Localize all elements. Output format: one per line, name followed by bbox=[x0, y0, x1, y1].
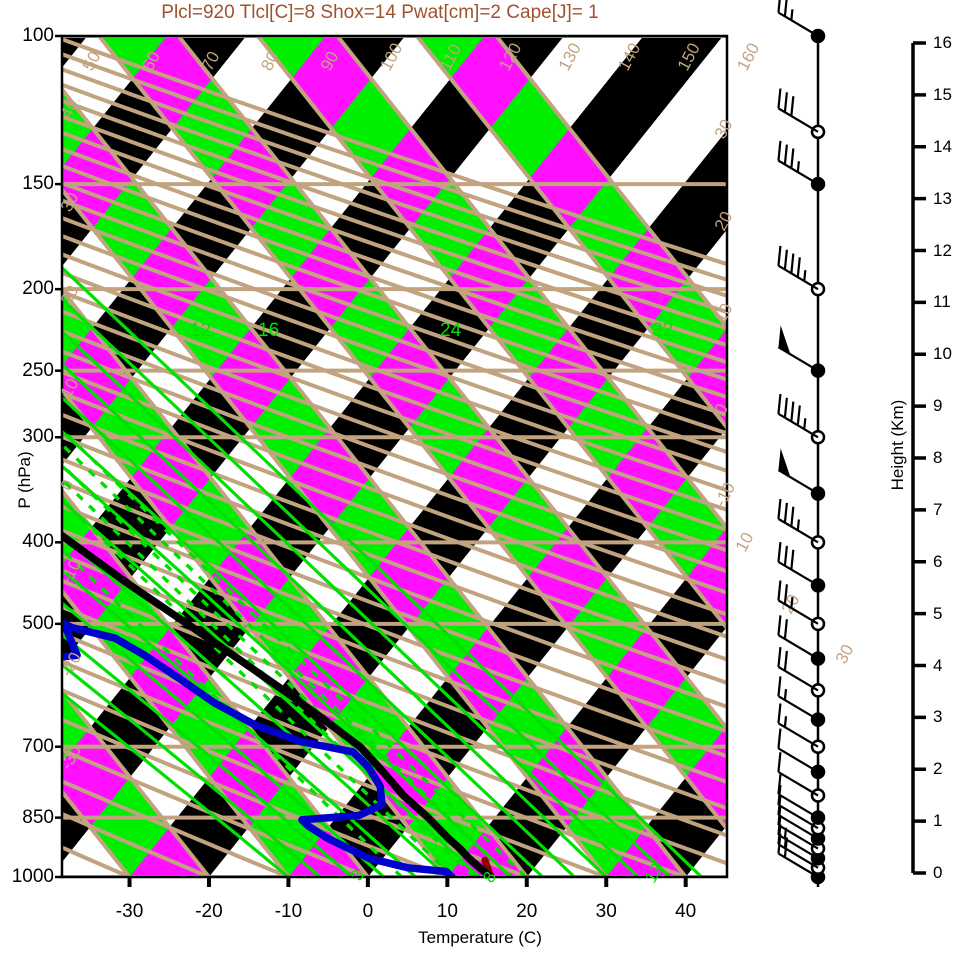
pressure-tick-label: 300 bbox=[22, 426, 54, 448]
wind-barb bbox=[777, 541, 826, 593]
height-axis-title: Height (Km) bbox=[888, 399, 907, 491]
temperature-tick-label: -20 bbox=[195, 901, 223, 922]
temperature-tick-label: 30 bbox=[595, 901, 617, 922]
temperature-tick-label: -10 bbox=[274, 901, 303, 922]
wind-barb bbox=[777, 393, 826, 445]
height-tick-label: 9 bbox=[933, 396, 943, 416]
height-tick-label: 2 bbox=[933, 759, 943, 779]
page-title: Plcl=920 Tlcl[C]=8 Shox=14 Pwat[cm]=2 Ca… bbox=[161, 2, 599, 23]
wind-barb bbox=[777, 728, 826, 780]
height-axis bbox=[911, 41, 926, 875]
pressure-tick-label: 250 bbox=[22, 359, 54, 381]
height-tick-label: 5 bbox=[933, 603, 943, 623]
height-tick-label: 13 bbox=[933, 188, 952, 208]
mixing-ratio-label: 12 bbox=[190, 320, 211, 341]
height-tick-label: 15 bbox=[933, 84, 952, 104]
wind-barb bbox=[777, 245, 826, 297]
height-tick-label: 12 bbox=[933, 240, 952, 260]
wind-barb bbox=[777, 774, 826, 825]
height-tick-label: 0 bbox=[933, 863, 943, 882]
isotherm-label-edge: 30 bbox=[832, 641, 858, 667]
height-tick-label: 11 bbox=[933, 292, 951, 312]
pressure-tick-label: 150 bbox=[22, 173, 54, 195]
temperature-tick-label: 40 bbox=[675, 901, 697, 922]
pressure-tick-label: 700 bbox=[22, 735, 54, 757]
wind-barb bbox=[777, 0, 826, 44]
temperature-tick-label: -30 bbox=[115, 901, 144, 922]
temperature-tick-label: 0 bbox=[362, 901, 374, 922]
wind-barb-column bbox=[777, 0, 826, 887]
pressure-tick-label: 200 bbox=[22, 278, 54, 300]
height-tick-label: 1 bbox=[933, 811, 943, 831]
height-tick-label: 3 bbox=[933, 707, 943, 727]
wind-barb bbox=[777, 88, 826, 140]
wind-barb bbox=[777, 325, 826, 378]
dry-adiabat-label: 160 bbox=[733, 40, 763, 74]
mixing-ratio-label: 24 bbox=[440, 320, 462, 341]
wind-barb bbox=[777, 140, 826, 192]
wind-barb bbox=[777, 676, 826, 727]
height-tick-label: 4 bbox=[933, 655, 943, 675]
wind-barb bbox=[777, 615, 826, 666]
height-tick-label: 10 bbox=[933, 344, 952, 364]
pressure-tick-label: 1000 bbox=[11, 866, 54, 887]
wind-barb bbox=[777, 752, 826, 803]
height-tick-label: 16 bbox=[933, 33, 952, 52]
temperature-tick-label: 10 bbox=[436, 901, 458, 922]
pressure-tick-label: 100 bbox=[22, 25, 54, 46]
height-tick-label: 8 bbox=[933, 448, 943, 467]
grid-layer bbox=[62, 36, 727, 877]
dewpoint-curve bbox=[62, 36, 456, 877]
temperature-tick-label: 20 bbox=[516, 901, 538, 922]
isotherm-label-edge: 10 bbox=[732, 529, 758, 555]
mixing-ratio-label: 16 bbox=[258, 320, 279, 341]
wind-barb bbox=[777, 647, 826, 698]
wind-barb bbox=[777, 814, 826, 866]
temperature-curve bbox=[62, 36, 495, 877]
mixing-ratio-label: 32 bbox=[652, 320, 673, 341]
wind-barb bbox=[777, 703, 826, 754]
pressure-tick-label: 850 bbox=[22, 806, 54, 828]
wind-barb bbox=[777, 448, 826, 501]
wind-barb bbox=[777, 580, 826, 632]
x-axis-title: Temperature (C) bbox=[418, 928, 542, 947]
height-tick-label: 7 bbox=[933, 499, 943, 519]
wind-barb bbox=[777, 498, 826, 550]
height-tick-label: 14 bbox=[933, 136, 952, 156]
height-tick-label: 6 bbox=[933, 551, 943, 571]
pressure-tick-label: 400 bbox=[22, 531, 54, 553]
pressure-tick-label: 500 bbox=[22, 612, 54, 634]
plot-frame bbox=[55, 34, 729, 887]
